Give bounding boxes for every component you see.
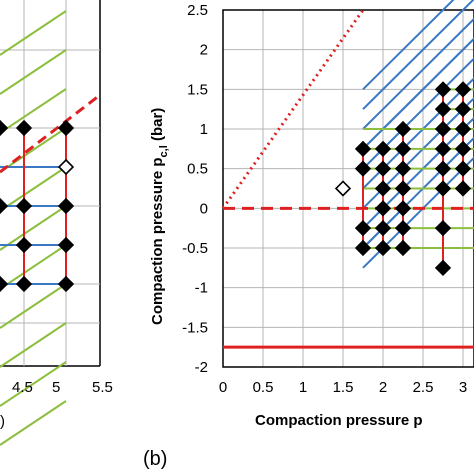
panel-b-y-tick-label: -1.5 xyxy=(182,319,208,336)
panel-b-x-axis-label: Compaction pressure p xyxy=(255,412,423,429)
panel-b-frame xyxy=(222,9,474,368)
panel-a-green-line xyxy=(0,361,67,407)
y-axis-label-subscript: c,l xyxy=(158,145,170,157)
panel-b-x-tick-label: 2 xyxy=(379,379,387,396)
panel-b-point xyxy=(434,160,452,177)
panel-a-x-tick-label: 4.5 xyxy=(12,379,33,396)
panel-a-open-point xyxy=(57,158,75,176)
panel-b-point xyxy=(374,200,392,217)
panel-b-y-tick-label: -2 xyxy=(195,359,208,376)
panel-b-x-tick-label: 3 xyxy=(459,379,467,396)
panel-b-blue-line xyxy=(362,0,474,110)
panel-b-y-tick-label: 0.5 xyxy=(187,161,208,178)
panel-b-point xyxy=(454,140,472,157)
panel-b-x-tick-label: 0 xyxy=(219,379,227,396)
panel-a-point xyxy=(57,119,75,137)
panel-a-x-tick-label: 5 xyxy=(52,379,60,396)
panel-b-point xyxy=(394,220,412,237)
panel-a-x-axis-label: ) xyxy=(0,413,5,430)
panel-a-green-line xyxy=(0,10,67,56)
panel-b-point xyxy=(434,140,452,157)
panel-b-point xyxy=(454,120,472,138)
panel-b-x-tick-label: 1.5 xyxy=(333,379,354,396)
panel-a-point xyxy=(57,275,75,293)
panel-b-point xyxy=(374,220,392,237)
panel-b-y-tick-label: -0.5 xyxy=(182,240,208,257)
panel-a-point xyxy=(15,119,33,137)
panel-a-red-dashed-line xyxy=(0,93,101,174)
panel-a-point xyxy=(0,197,9,215)
panel-b-point xyxy=(434,101,452,118)
panel-b-y-tick-label: 2.5 xyxy=(187,2,208,19)
panel-a-point xyxy=(0,119,9,137)
panel-b-label: (b) xyxy=(143,448,167,470)
panel-a-point xyxy=(57,197,75,215)
panel-a-point xyxy=(15,236,33,254)
panel-b-point xyxy=(394,140,412,157)
panel-b-point xyxy=(454,101,472,118)
panel-b-point xyxy=(434,180,452,197)
panel-a-green-line xyxy=(0,400,67,446)
panel-b-point xyxy=(354,220,372,237)
panel-a-point xyxy=(15,197,33,215)
panel-b-blue-line xyxy=(362,0,455,91)
panel-b-point xyxy=(454,81,472,98)
panel-a-green-line xyxy=(0,88,67,134)
panel-a-point xyxy=(15,275,33,293)
panel-b-point xyxy=(374,140,392,157)
panel-b-y-tick-label: 2 xyxy=(200,42,208,59)
panel-b-y-tick-label: 0 xyxy=(200,200,208,217)
panel-b: 2.5 2 1.5 1 0.5 0 -0.5 -1 -1.5 -2 0 0.5 1 1.5 2 2.5 3 Com… xyxy=(149,0,474,429)
panel-b-y-tick-label: -1 xyxy=(195,280,208,297)
panel-b-point xyxy=(374,180,392,197)
panel-b-y-axis-label: Compaction pressure pc,l (bar) xyxy=(149,108,170,325)
panel-b-x-tick-label: 1 xyxy=(299,379,307,396)
panel-b-x-tick-label: 2.5 xyxy=(413,379,434,396)
panel-a-green-line xyxy=(0,49,67,95)
panel-b-point xyxy=(394,120,412,138)
panel-b-open-point xyxy=(334,180,352,197)
panel-b-point xyxy=(394,180,412,197)
panel-b-x-tick-label: 0.5 xyxy=(253,379,274,396)
panel-b-point xyxy=(354,160,372,177)
panel-b-point xyxy=(354,140,372,157)
panel-b-y-tick-label: 1.5 xyxy=(187,81,208,98)
panel-a-green-line xyxy=(0,322,67,368)
panel-b-blue-line xyxy=(362,17,474,130)
panel-b-point xyxy=(354,239,372,257)
panel-b-point xyxy=(394,239,412,257)
panel-b-point xyxy=(374,160,392,177)
panel-b-point xyxy=(434,259,452,276)
panel-b-point xyxy=(434,220,452,237)
panel-a-point xyxy=(57,236,75,254)
panel-b-point xyxy=(434,81,452,98)
panel-a-green-line xyxy=(0,244,67,290)
y-axis-label-main: Compaction pressure p xyxy=(149,157,166,325)
panel-b-point xyxy=(394,200,412,217)
panel-a: 4.5 5 5.5) xyxy=(0,0,113,446)
panel-a-x-tick-label: 5.5 xyxy=(92,379,113,396)
panel-b-point xyxy=(394,160,412,177)
panel-a-green-line xyxy=(0,283,67,329)
panel-b-point xyxy=(374,239,392,257)
panel-a-green-line xyxy=(0,127,67,173)
panel-b-point xyxy=(454,160,472,177)
y-axis-label-unit: (bar) xyxy=(149,108,166,146)
panel-a-green-line xyxy=(0,205,67,251)
panel-b-y-tick-label: 1 xyxy=(200,121,208,138)
panel-b-point xyxy=(434,120,452,138)
panel-a-green-line xyxy=(0,166,67,212)
panel-a-point xyxy=(0,275,9,293)
panel-b-reference-line-dotted xyxy=(221,9,365,210)
panel-b-point xyxy=(454,180,472,197)
